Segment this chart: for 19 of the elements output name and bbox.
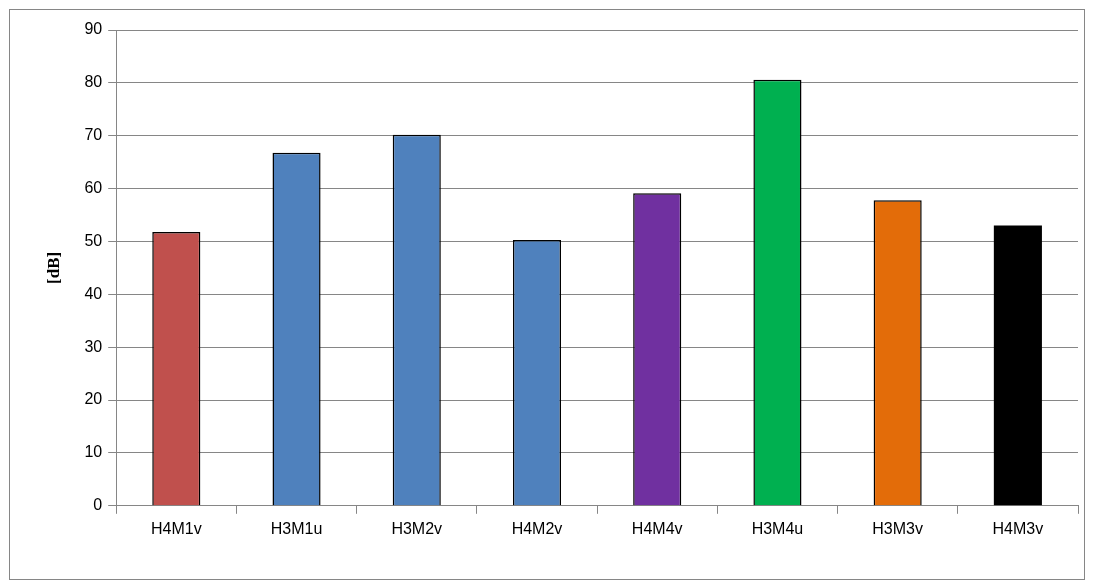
y-tick-label: 40 bbox=[84, 284, 103, 302]
y-tick-label: 30 bbox=[84, 337, 103, 355]
y-axis-title: [dB] bbox=[43, 251, 63, 284]
x-tick-label: H3M3v bbox=[872, 519, 924, 537]
y-tick-label: 50 bbox=[84, 231, 103, 249]
x-tick-label: H3M4u bbox=[751, 519, 804, 537]
x-tick-label: H4M2v bbox=[511, 519, 563, 537]
x-tick-label: H3M1u bbox=[270, 519, 323, 537]
y-tick-label: 60 bbox=[84, 179, 103, 197]
x-tick-label: H4M4v bbox=[631, 519, 683, 537]
y-tick-label: 10 bbox=[84, 443, 103, 461]
y-tick-label: 70 bbox=[84, 126, 103, 144]
y-tick-label: 80 bbox=[84, 73, 103, 91]
y-tick-label: 0 bbox=[93, 496, 103, 514]
x-tick-label: H4M1v bbox=[150, 519, 202, 537]
x-tick-label: H3M2v bbox=[391, 519, 443, 537]
y-tick-label: 20 bbox=[84, 390, 103, 408]
x-tick-label: H4M3v bbox=[992, 519, 1044, 537]
y-tick-label: 90 bbox=[84, 20, 103, 38]
